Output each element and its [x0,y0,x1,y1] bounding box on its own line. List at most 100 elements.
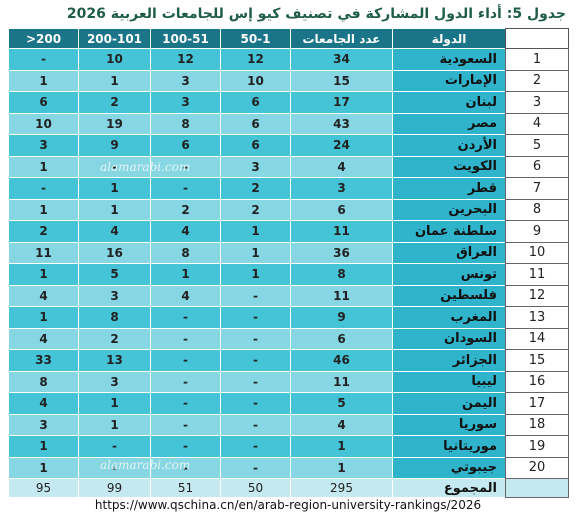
total-label: المجموع [392,478,506,498]
cell-value: 1 [78,177,151,200]
cell-value: - [220,456,291,479]
cell-value: 6 [220,112,291,135]
cell-value: 1 [8,306,79,329]
cell-value: 8 [78,306,151,329]
cell-value: 3 [8,413,79,436]
table-title: جدول 5: أداء الدول المشاركة في تصنيف كيو… [66,6,566,22]
cell-value: 1 [78,392,151,415]
row-index: 17 [505,392,569,415]
row-index: 3 [505,91,569,114]
table-row: 15 الجزائر 46- -13 33 [8,349,569,372]
country-name: جيبوتي [392,456,506,479]
total-value: 95 [8,478,79,498]
cell-value: - [8,177,79,200]
cell-value: 1 [78,413,151,436]
row-index: 18 [505,413,569,436]
cell-value: 3 [220,155,291,178]
cell-value: 10 [8,112,79,135]
cell-value: 4 [78,220,151,243]
row-index: 4 [505,112,569,135]
row-index: 16 [505,370,569,393]
table-row: 14 السودان 6- -2 4 [8,327,569,350]
country-name: موريتانيا [392,435,506,458]
row-index: 7 [505,177,569,200]
cell-value: 3 [150,91,221,114]
column-header: 200-101 [78,28,151,49]
table-row: 2 الإمارات 15 10 3 1 1 [8,69,569,92]
table-row: 13 المغرب 9- -8 1 [8,306,569,329]
row-index: 19 [505,435,569,458]
cell-value: 4 [8,392,79,415]
cell-value: 4 [150,220,221,243]
column-header: عدد الجامعات [290,28,393,49]
row-index: 8 [505,198,569,221]
country-name: سوريا [392,413,506,436]
cell-value: 3 [78,284,151,307]
cell-value: 8 [150,241,221,264]
cell-value: 46 [290,349,393,372]
row-index: 6 [505,155,569,178]
table-row: 11 تونس 8 1 1 5 1 [8,263,569,286]
cell-value: 36 [290,241,393,264]
cell-value: - [150,413,221,436]
cell-value: 34 [290,48,393,71]
column-header: 50-1 [220,28,291,49]
cell-value: 1 [220,220,291,243]
table-row: 10 العراق 36 1 8 16 11 [8,241,569,264]
row-index: 13 [505,306,569,329]
row-index: 14 [505,327,569,350]
cell-value: - [8,48,79,71]
country-name: تونس [392,263,506,286]
cell-value: 2 [220,177,291,200]
table-row: 20 جيبوتي 1- - -1 [8,456,569,479]
cell-value: - [150,435,221,458]
cell-value: 5 [290,392,393,415]
cell-value: 1 [220,263,291,286]
cell-value: 1 [220,241,291,264]
row-index: 9 [505,220,569,243]
cell-value: 1 [8,198,79,221]
cell-value: 43 [290,112,393,135]
country-name: المغرب [392,306,506,329]
row-index: 20 [505,456,569,479]
table-row: 12 فلسطين 11-4 3 4 [8,284,569,307]
cell-value: 11 [290,370,393,393]
total-row: المجموع 295 50 51 99 95 [8,478,569,498]
cell-value: 15 [290,69,393,92]
cell-value: 8 [8,370,79,393]
table-row: 18 سوريا 4- -1 3 [8,413,569,436]
cell-value: 11 [8,241,79,264]
cell-value: 6 [220,134,291,157]
cell-value: 3 [78,370,151,393]
watermark: alamarabi.com [100,458,191,472]
cell-value: - [150,370,221,393]
cell-value: - [220,435,291,458]
cell-value: 8 [150,112,221,135]
index-header [505,28,569,49]
cell-value: 33 [8,349,79,372]
cell-value: 5 [78,263,151,286]
cell-value: - [150,392,221,415]
cell-value: 1 [8,263,79,286]
cell-value: - [150,177,221,200]
cell-value: 6 [290,198,393,221]
cell-value: 1 [78,198,151,221]
cell-value: 1 [8,435,79,458]
cell-value: 6 [150,134,221,157]
country-name: الكويت [392,155,506,178]
country-name: الأردن [392,134,506,157]
watermark: alamarabi.com [100,160,191,174]
cell-value: - [220,349,291,372]
cell-value: 11 [290,220,393,243]
table-row: 7 قطر 3 2-1- [8,177,569,200]
country-name: سلطنة عمان [392,220,506,243]
cell-value: 4 [150,284,221,307]
cell-value: 3 [8,134,79,157]
source-url: https://www.qschina.cn/en/arab-region-un… [94,498,482,512]
cell-value: 17 [290,91,393,114]
cell-value: - [150,306,221,329]
cell-value: 3 [290,177,393,200]
table-row: 5 الأردن 24 6 6 9 3 [8,134,569,157]
cell-value: 8 [290,263,393,286]
